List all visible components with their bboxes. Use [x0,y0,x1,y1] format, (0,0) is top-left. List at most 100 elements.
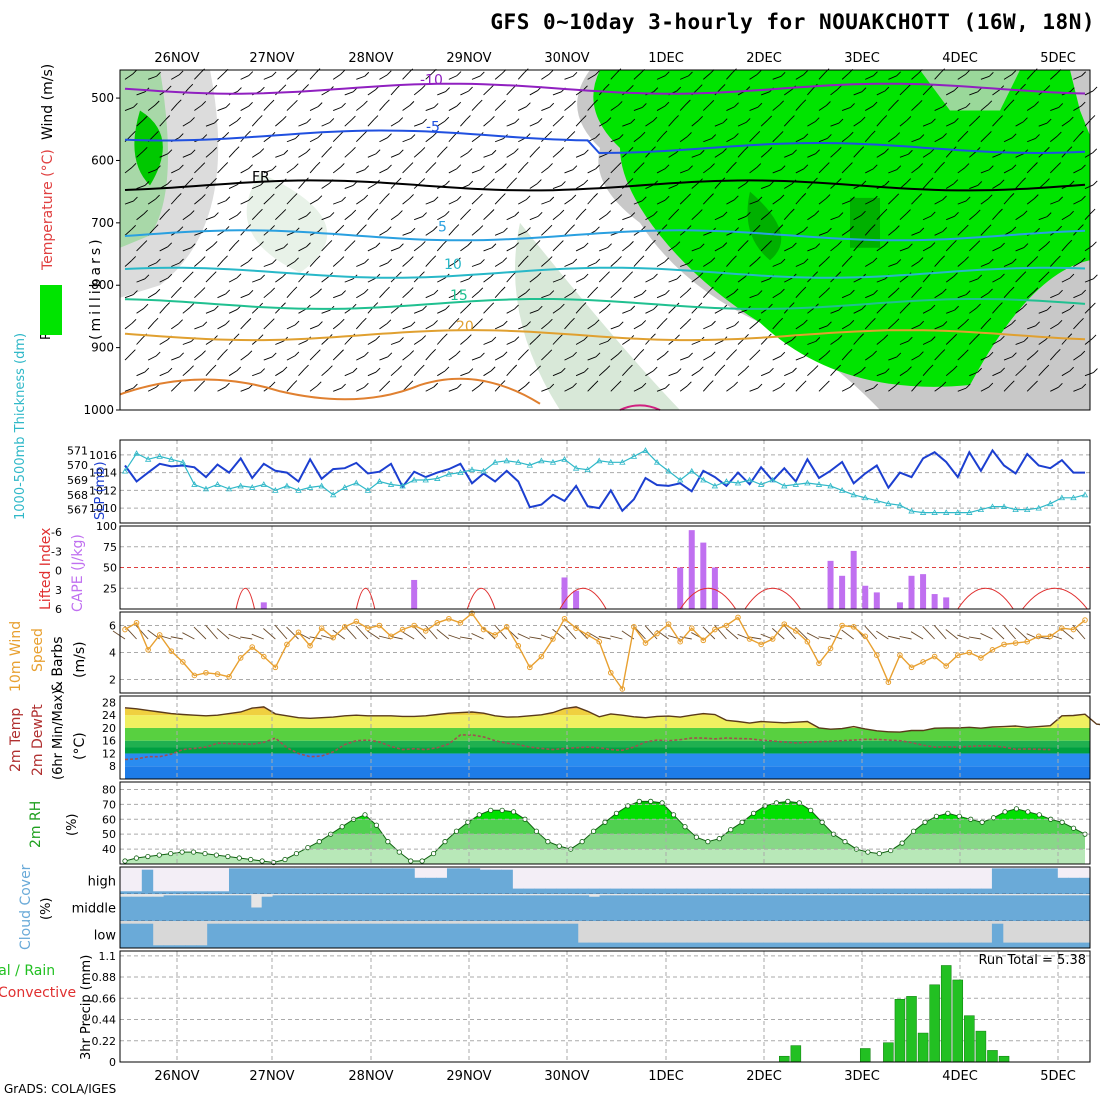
wind-barb-flag [906,178,912,183]
wind-barb [309,106,319,111]
cloud-bar [174,891,186,894]
wind-barb-flag [167,367,173,373]
wind-barb-flag [212,147,218,152]
wind-barb-flag [500,286,506,292]
wind-barb-flag [593,99,598,105]
wind-barb-flag [131,224,136,230]
wind-barb [402,138,412,143]
wind-barb-flag [780,351,786,357]
wind-barb [945,337,954,345]
cloud-bar [283,895,295,921]
rh2m-point [910,828,917,834]
thickness-point [919,509,927,515]
wind10-barb [517,633,531,640]
wind-barb [807,153,816,158]
wind-barb [922,275,930,283]
cloud-bar [643,895,655,921]
wind-barb [934,72,941,80]
wind10-label: Speed [30,628,46,672]
wind-barb-flag [674,208,680,214]
wind-barb [980,104,989,111]
wind-barb [529,150,537,158]
cloud-bar [130,891,143,894]
wind10-label: (m/s) [72,641,88,678]
wind-barb-flag [214,118,219,124]
cloud-bar [959,942,971,948]
wind-barb-flag [594,319,600,325]
temperature-label: Temperature (°C) [40,149,56,271]
wind-barb-flag [421,335,426,340]
wind-barb [1084,90,1094,96]
rh2m-point [819,819,825,825]
cloud-bar [893,895,906,921]
wind-barb-flag [202,321,208,327]
wind-barb [922,246,932,252]
wind-barb [205,339,214,345]
wind-barb [726,165,733,174]
cloud-bar [1013,895,1026,921]
temp-band [125,766,1090,779]
wind-barb-flag [1090,115,1096,120]
rh2m-point [373,822,380,828]
wind-barb-flag [225,289,231,295]
wind-barb [564,321,571,330]
wind-barb [240,322,248,330]
wind-barb [737,369,746,377]
cloud-bar [872,888,884,894]
wind-barb-flag [167,273,173,279]
slp-line [124,448,1085,513]
cloud-bar [806,942,819,948]
wind10-barb [240,636,253,640]
wind-barb [691,247,701,252]
wind-barb [228,309,238,314]
cloud-bar [479,923,492,948]
wind-barb [853,308,862,314]
rh2m-point [362,812,368,818]
wind-barb-flag [431,255,437,261]
wind-barb-flag [583,179,589,185]
wind-barb [494,355,504,361]
wind-barb [333,200,342,205]
cloud-bar [697,895,710,921]
wind-barb-flag [1011,319,1016,325]
wind-barb-flag [1000,242,1005,248]
wind-barb [899,120,908,127]
contour-label: 10 [444,257,462,273]
wind-barb-flag [1044,271,1050,277]
wind-barb [1015,181,1022,189]
precip-bar [975,1030,987,1063]
wind-barb-flag [769,181,774,186]
cloud-bar [261,923,274,948]
cloud-bar [436,895,448,921]
wind-barb-flag [1021,83,1026,89]
wind-barb [552,119,560,127]
wind-barb [575,183,585,189]
wind-barb [402,72,410,80]
wind-barb [807,340,817,345]
rh2m-point [682,824,688,830]
wind10-barb [529,636,542,640]
lifted-index-curve [957,587,1014,610]
wind-barb [1073,354,1082,361]
cloud-bar [697,942,710,948]
wind-barb-flag [456,101,462,107]
wind-barb-flag [468,86,473,92]
wind-barb [957,106,967,111]
wind-barb-flag [801,380,807,386]
cape-label: CAPE (J/kg) [70,534,86,612]
wind-barb-flag [1011,164,1017,170]
precip-bar [964,1015,975,1063]
wind-barb-flag [318,321,323,326]
wind-barb-flag [708,380,714,385]
wind-barb [425,200,435,205]
temp2m-tick: 28 [102,696,116,709]
rh-shade-green [593,70,1090,387]
wind-barb [830,339,839,345]
cloud-bar [425,895,437,921]
wind-barb [876,152,885,158]
thickness-point [491,458,499,465]
thickness-point [260,481,267,487]
wind-barb-flag [895,225,900,230]
precip-bar [998,1055,1010,1063]
